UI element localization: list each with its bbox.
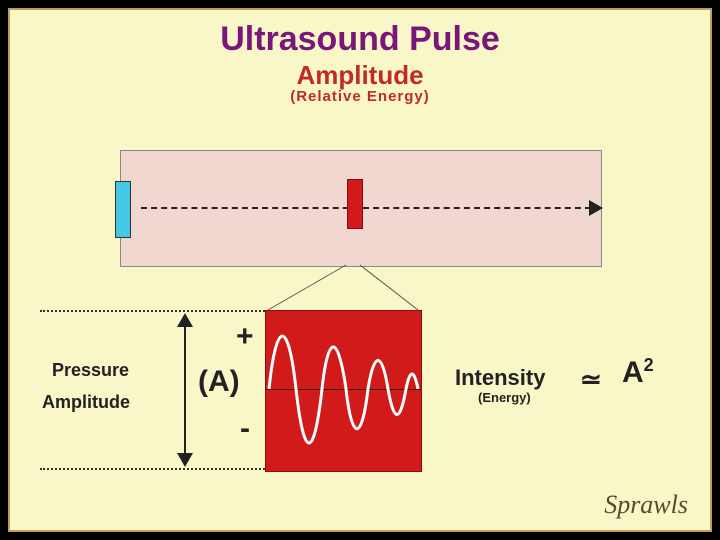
intensity-label: Intensity — [455, 365, 545, 391]
intensity-sublabel: (Energy) — [478, 390, 531, 405]
amplitude-bottom-guide — [40, 468, 265, 470]
amplitude-label: Amplitude — [42, 392, 130, 413]
intensity-rhs-base: A — [622, 356, 644, 389]
waveform-panel — [265, 310, 422, 472]
beam-region — [120, 150, 602, 267]
propagation-axis — [141, 207, 591, 209]
signature: Sprawls — [604, 490, 688, 520]
waveform-icon — [266, 311, 421, 471]
amplitude-symbol: (A) — [198, 365, 240, 399]
title-main: Ultrasound Pulse — [10, 20, 710, 59]
propagation-arrowhead-icon — [589, 200, 603, 216]
title-sub: Amplitude — [10, 60, 710, 91]
intensity-rhs-exp: 2 — [644, 355, 654, 375]
pressure-label: Pressure — [52, 360, 129, 381]
minus-sign: - — [240, 412, 250, 446]
transducer-icon — [115, 181, 131, 238]
slide-frame: Ultrasound Pulse Amplitude (Relative Ene… — [8, 8, 712, 532]
approx-equal-icon: ≃ — [580, 365, 602, 395]
amplitude-top-guide — [40, 310, 265, 312]
intensity-rhs: A2 — [622, 355, 654, 390]
pulse-icon — [347, 179, 363, 229]
plus-sign: + — [236, 320, 254, 354]
amplitude-arrow-icon — [175, 315, 195, 465]
title-sub2: (Relative Energy) — [10, 88, 710, 105]
